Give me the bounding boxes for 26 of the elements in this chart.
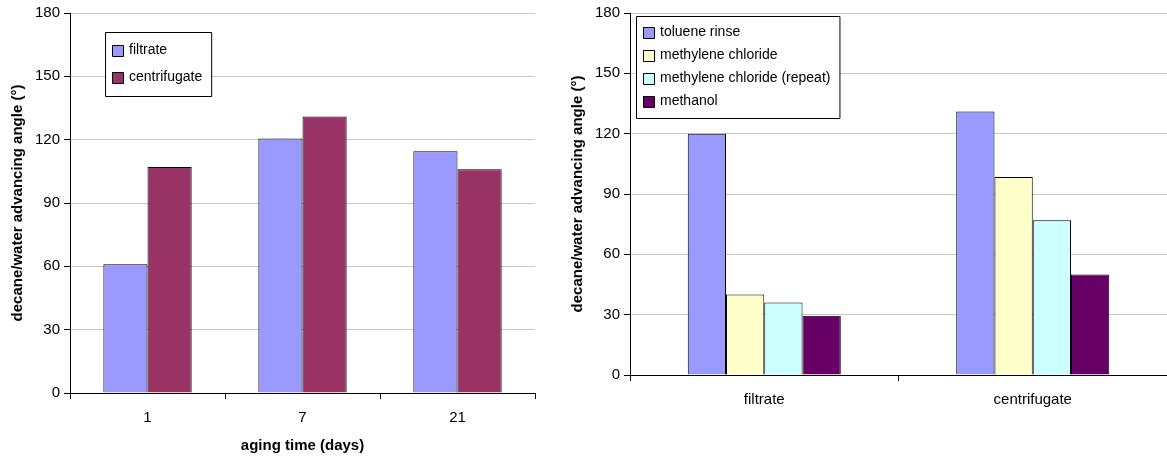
y-tick-label: 120 bbox=[595, 123, 621, 141]
y-tick-label: 150 bbox=[35, 66, 61, 84]
y-tick-label: 0 bbox=[51, 383, 61, 401]
legend-label: methanol bbox=[660, 92, 718, 109]
y-tick-label: 150 bbox=[595, 63, 621, 81]
legend-label: centrifugate bbox=[129, 68, 203, 85]
legend-label: filtrate bbox=[129, 41, 168, 58]
y-tick-label: 90 bbox=[603, 184, 621, 202]
x-tick-label: 1 bbox=[143, 408, 152, 426]
x-tick-label: 21 bbox=[449, 408, 466, 426]
y-tick-label: 30 bbox=[43, 319, 61, 337]
x-tick-label: 7 bbox=[298, 408, 307, 426]
legend-label: methylene chloride (repeat) bbox=[660, 69, 831, 86]
y-tick-label: 180 bbox=[595, 3, 621, 21]
y-tick-label: 60 bbox=[603, 244, 621, 262]
x-axis-title: aging time (days) bbox=[240, 436, 365, 454]
y-tick-label: 0 bbox=[611, 365, 621, 383]
y-axis-title: decane/water advancing angle (°) bbox=[8, 84, 26, 322]
y-axis-title: decane/water advancing angle (°) bbox=[568, 75, 586, 313]
y-tick-label: 30 bbox=[603, 304, 621, 322]
y-tick-label: 60 bbox=[43, 256, 61, 274]
y-tick-label: 90 bbox=[43, 193, 61, 211]
legend-label: methylene chloride bbox=[660, 46, 778, 63]
legend-label: toluene rinse bbox=[660, 23, 741, 40]
y-tick-label: 180 bbox=[35, 3, 61, 21]
y-tick-label: 120 bbox=[35, 129, 61, 147]
